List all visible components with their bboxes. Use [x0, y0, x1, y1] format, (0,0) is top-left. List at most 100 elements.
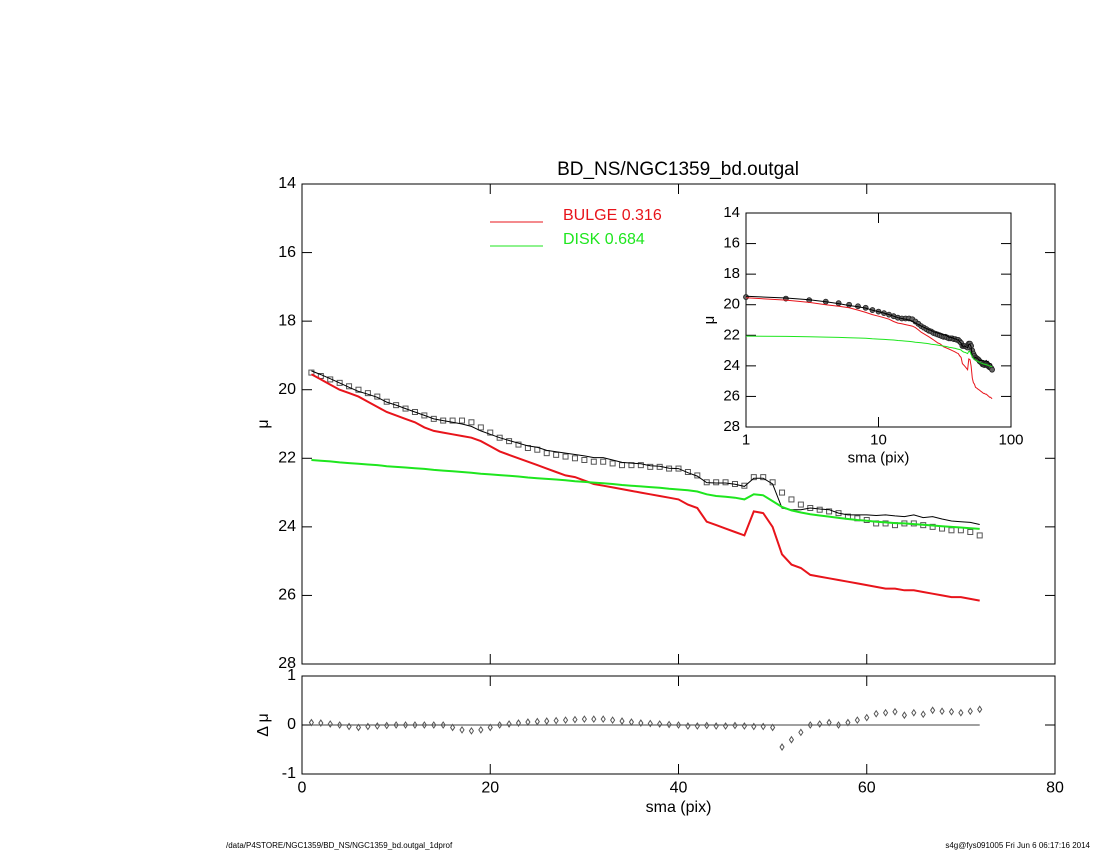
residual-point	[638, 719, 644, 727]
data-point	[590, 458, 597, 465]
residual-point	[694, 722, 700, 730]
y-tick-label: 28	[723, 418, 740, 435]
y-axis-label: Δ μ	[255, 713, 272, 736]
data-point	[393, 402, 400, 409]
data-point	[722, 479, 729, 486]
residual-point	[346, 722, 352, 731]
residual-point	[308, 718, 315, 727]
residual-point	[948, 707, 955, 716]
data-point	[562, 453, 569, 460]
residual-point	[977, 705, 983, 714]
residual-point	[685, 722, 691, 730]
residual-point	[713, 722, 719, 730]
residual-point	[779, 743, 785, 751]
residual-point	[478, 725, 484, 734]
residual-point	[911, 708, 917, 717]
residual-point	[817, 720, 823, 728]
residual-point	[581, 715, 587, 724]
data-point	[468, 419, 475, 426]
data-point	[967, 529, 974, 535]
residual-point	[506, 720, 512, 728]
data-point	[788, 496, 795, 503]
data-point	[647, 463, 654, 470]
residual-point	[327, 720, 333, 728]
residual-point	[675, 721, 682, 729]
residual-point	[751, 722, 757, 731]
y-axis-label: μ	[701, 316, 718, 325]
data-point	[571, 455, 578, 462]
x-axis-label: sma (pix)	[646, 799, 712, 816]
y-tick-label: 14	[723, 204, 740, 221]
residual-point	[807, 721, 813, 729]
data-point	[826, 508, 833, 515]
residual-point	[459, 725, 465, 734]
residual-point	[901, 711, 908, 720]
residual-point	[572, 715, 578, 724]
data-point	[336, 379, 343, 386]
residual-point	[864, 713, 870, 722]
data-point	[581, 457, 588, 463]
y-tick-label: -1	[282, 765, 296, 782]
residual-point	[318, 719, 324, 727]
data-point	[929, 523, 936, 530]
y-tick-label: 22	[723, 326, 740, 343]
residual-point	[657, 720, 663, 728]
x-tick-label: 10	[870, 431, 887, 448]
residual-point	[402, 721, 409, 729]
data-point	[609, 460, 616, 467]
inset-background	[746, 213, 1011, 427]
residual-point	[892, 707, 898, 716]
residual-point	[882, 708, 889, 717]
residual-point	[732, 721, 738, 730]
residual-point	[544, 717, 550, 725]
x-tick-label: 0	[298, 780, 307, 797]
residual-point	[515, 719, 522, 727]
residual-point	[770, 723, 776, 732]
residual-point	[826, 718, 832, 727]
y-tick-label: 14	[278, 175, 296, 192]
residual-point	[497, 721, 503, 729]
y-axis-label: μ	[255, 419, 272, 428]
residual-point	[337, 721, 343, 729]
residual-point	[355, 723, 362, 732]
legend-label: BULGE 0.316	[563, 207, 662, 224]
residual-point	[788, 735, 795, 744]
residual-point	[384, 721, 390, 730]
residual-point	[722, 722, 729, 730]
data-point	[496, 434, 503, 441]
residual-point	[412, 721, 418, 729]
data-point	[637, 462, 644, 469]
residual-point	[374, 722, 380, 730]
residual-point	[591, 715, 597, 724]
data-point	[989, 366, 995, 373]
x-axis-label: sma (pix)	[848, 449, 910, 466]
residual-point	[610, 716, 616, 725]
x-tick-label: 80	[1046, 780, 1064, 797]
footer-right: s4g@fys091005 Fri Jun 6 06:17:16 2014	[945, 841, 1090, 850]
residual-point	[647, 719, 653, 728]
data-point	[553, 451, 560, 458]
y-tick-label: 1	[287, 667, 296, 684]
series-line	[310, 373, 980, 602]
data-point	[355, 386, 362, 393]
residual-point	[930, 706, 936, 715]
legend-label: DISK 0.684	[563, 231, 645, 248]
x-tick-label: 100	[998, 431, 1023, 448]
data-point	[449, 417, 456, 424]
residual-point	[835, 721, 842, 729]
residual-point	[600, 715, 606, 724]
data-point	[515, 441, 522, 448]
x-tick-label: 1	[742, 431, 750, 448]
chart-title: BD_NS/NGC1359_bd.outgal	[557, 159, 799, 180]
data-point	[383, 398, 390, 405]
residual-point	[760, 722, 766, 731]
residual-point	[619, 717, 625, 725]
data-point	[487, 429, 494, 436]
data-point	[743, 294, 749, 300]
residual-point	[845, 718, 851, 727]
residual-point	[440, 721, 446, 729]
residual-point	[562, 716, 569, 725]
x-tick-label: 60	[858, 780, 876, 797]
y-tick-label: 16	[723, 235, 740, 252]
